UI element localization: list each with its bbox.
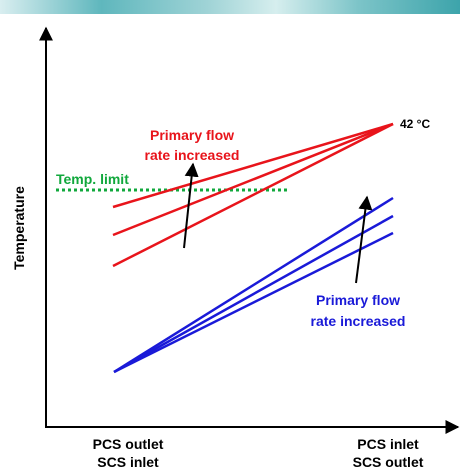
red-line-3 — [112, 122, 394, 268]
x-right-label-line2: SCS outlet — [353, 454, 424, 470]
blue-line-3 — [113, 231, 394, 374]
x-left-label-line2: SCS inlet — [97, 454, 159, 470]
red-line-1 — [112, 122, 394, 209]
x-left-label-line1: PCS outlet — [93, 436, 164, 452]
temp-limit-label: Temp. limit — [56, 171, 129, 187]
top-value-label: 42 °C — [400, 117, 430, 131]
header-band — [0, 0, 460, 14]
blue-line-1 — [113, 196, 394, 374]
blue-arrow-label-line2: rate increased — [311, 313, 406, 329]
red-line-2 — [112, 122, 394, 237]
blue-arrow — [355, 195, 373, 284]
red-arrow-label-line2: rate increased — [145, 147, 240, 163]
red-arrow-label-line1: Primary flow — [150, 127, 234, 143]
blue-arrow-label-line1: Primary flow — [316, 292, 400, 308]
blue-line-2 — [113, 214, 394, 374]
red-arrow — [183, 162, 199, 249]
x-right-label-line1: PCS inlet — [357, 436, 419, 452]
y-axis-label: Temperature — [11, 186, 27, 270]
